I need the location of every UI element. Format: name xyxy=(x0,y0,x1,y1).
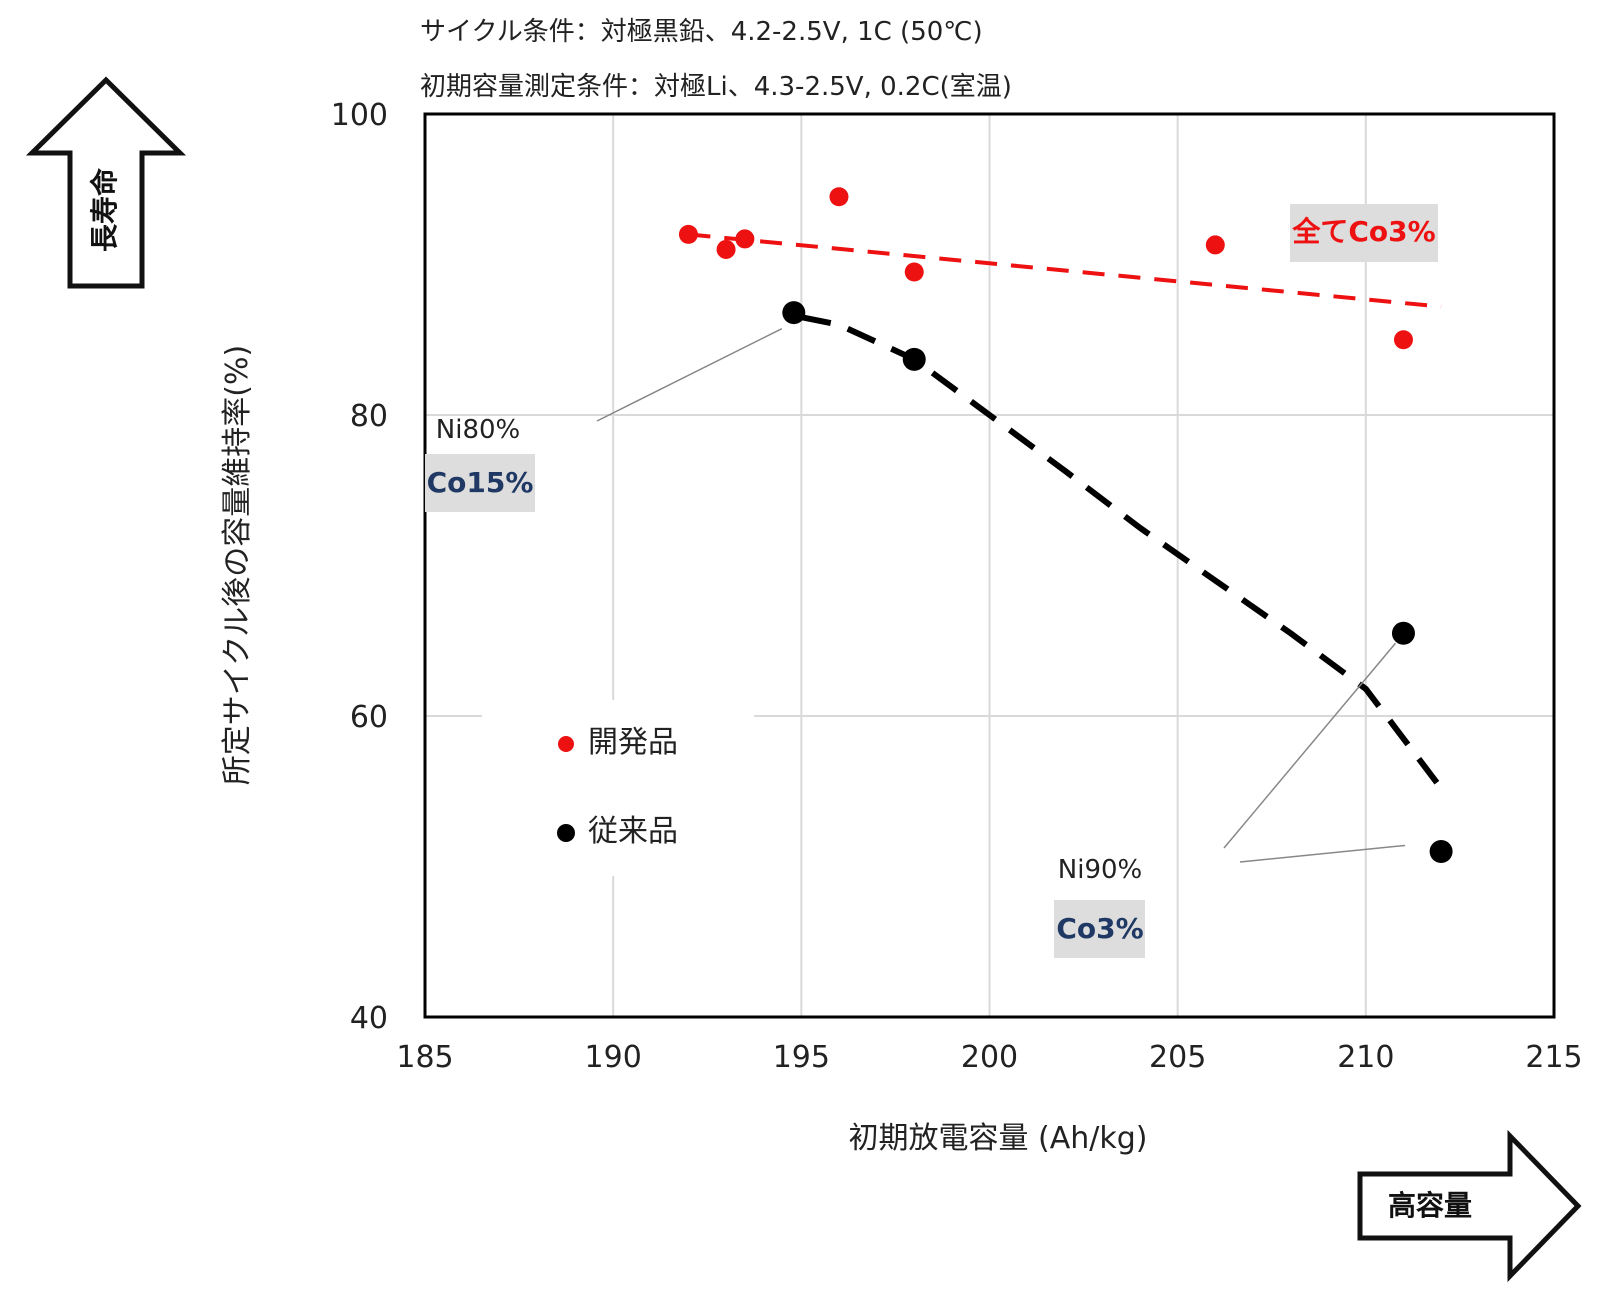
y-axis-title: 所定サイクル後の容量維持率(%) xyxy=(220,345,255,785)
legend-label-developed: 開発品 xyxy=(588,725,678,760)
co15-box xyxy=(425,454,535,512)
cycle-condition: サイクル条件：対極黒鉛、4.2-2.5V, 1C (50℃) xyxy=(420,17,983,47)
ni90-label: Ni90% xyxy=(1058,855,1142,885)
x-tick-label: 210 xyxy=(1337,1040,1394,1075)
legend-marker-developed xyxy=(558,736,574,752)
high-capacity-arrow: 高容量 xyxy=(1357,1129,1582,1283)
y-tick-label: 100 xyxy=(331,98,388,133)
ni90-leader-line xyxy=(1223,642,1397,849)
right-arrow-icon xyxy=(1357,1129,1582,1283)
co3-label: Co3% xyxy=(1056,912,1143,945)
x-axis-title: 初期放電容量 (Ah/kg) xyxy=(848,1121,1147,1156)
ni80-label: Ni80% xyxy=(436,415,520,445)
initial-condition: 初期容量測定条件：対極Li、4.3-2.5V, 0.2C(室温) xyxy=(420,72,1012,102)
developed-point xyxy=(904,262,924,282)
ni80-leader-line xyxy=(596,327,783,422)
legend-marker-conventional xyxy=(557,824,575,842)
developed-point xyxy=(1393,330,1413,350)
ni90-leader-line xyxy=(1239,844,1406,863)
conventional-point xyxy=(1429,839,1453,863)
developed-point xyxy=(735,229,755,249)
x-tick-label: 185 xyxy=(396,1040,453,1075)
data-points xyxy=(678,187,1453,863)
x-tick-label: 215 xyxy=(1525,1040,1582,1075)
long-life-label: 長寿命 xyxy=(88,167,121,252)
x-tick-label: 195 xyxy=(773,1040,830,1075)
legend-label-conventional: 従来品 xyxy=(588,814,678,849)
developed-point xyxy=(1205,235,1225,255)
long-life-arrow: 長寿命 xyxy=(25,76,187,289)
conventional-point xyxy=(1391,621,1415,645)
x-tick-label: 190 xyxy=(585,1040,642,1075)
legend: 開発品 従来品 xyxy=(482,700,754,876)
x-tick-label: 205 xyxy=(1149,1040,1206,1075)
legend-background xyxy=(482,700,754,876)
conventional-point xyxy=(902,347,926,371)
developed-point xyxy=(678,224,698,244)
trend-lines xyxy=(688,232,1444,791)
leader-lines xyxy=(596,327,1406,863)
developed-trend-line xyxy=(688,232,1442,309)
developed-point xyxy=(829,187,849,207)
y-tick-label: 40 xyxy=(350,1001,388,1036)
x-tick-label: 200 xyxy=(961,1040,1018,1075)
up-arrow-icon xyxy=(25,76,187,289)
co15-label: Co15% xyxy=(427,466,534,499)
plot-frame xyxy=(423,112,1556,1019)
y-tick-label: 60 xyxy=(350,700,388,735)
tick-labels: 185 190 195 200 205 210 215 40 60 80 100 xyxy=(331,98,1583,1075)
developed-point xyxy=(716,239,736,259)
conventional-trend-line xyxy=(800,314,1444,791)
all-co3-label: 全てCo3% xyxy=(1291,215,1435,248)
all-co3-box xyxy=(1290,204,1438,262)
conventional-point xyxy=(782,301,806,325)
co3-box xyxy=(1054,900,1145,958)
high-capacity-label: 高容量 xyxy=(1388,1189,1472,1222)
y-tick-label: 80 xyxy=(350,399,388,434)
